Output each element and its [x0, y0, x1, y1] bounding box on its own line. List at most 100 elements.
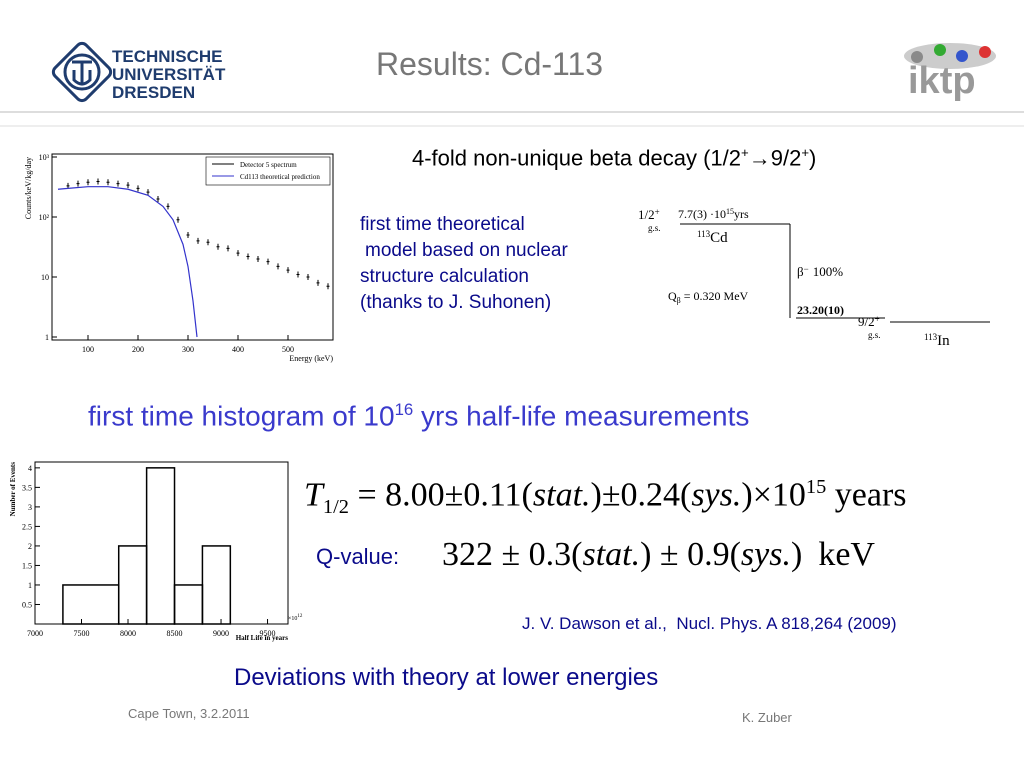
nuclide: 113In [924, 332, 950, 349]
data-point [106, 179, 110, 186]
y-tick-label: 3 [28, 503, 32, 512]
x-tick-label: 7000 [27, 629, 43, 638]
histogram-bar [173, 584, 204, 625]
tu-logo [51, 41, 113, 103]
note-line: structure calculation [360, 266, 529, 287]
half-life: 7.7(3) ·1015yrs [678, 207, 749, 221]
y-tick-label: 10 [41, 273, 49, 282]
log-ft: 23.20(10) [797, 303, 844, 317]
data-point [86, 179, 90, 186]
data-point [246, 253, 250, 260]
y-axis-label: Counts/keV/kg/day [24, 157, 33, 219]
x-tick-label: 9500 [260, 629, 276, 638]
level: g.s. [868, 330, 881, 340]
logo-line: UNIVERSITÄT [112, 65, 226, 84]
x-tick-label: 400 [232, 345, 244, 354]
theory-note: first time theoretical model based on nuc… [360, 212, 568, 316]
legend-entry: Cd113 theoretical prediction [240, 173, 320, 181]
conclusion: Deviations with theory at lower energies [234, 664, 659, 691]
level: g.s. [648, 223, 661, 233]
logo-line: TECHNISCHE [112, 47, 223, 66]
data-point [226, 245, 230, 252]
y-tick-label: 4 [28, 464, 32, 473]
data-point [326, 283, 330, 290]
data-point [126, 182, 130, 189]
multiplier: ×10 [288, 616, 297, 622]
q-value: Qβ = 0.320 MeV [668, 289, 749, 305]
theory-curve [57, 186, 198, 338]
decay-scheme: 1/2+ g.s. 7.7(3) ·1015yrs 113Cd β− 100% Q… [638, 207, 990, 349]
slide-title: Results: Cd-113 [376, 46, 604, 82]
histogram-bar [62, 584, 120, 625]
y-tick-label: 10² [39, 213, 50, 222]
data-point [216, 243, 220, 250]
data-point [296, 271, 300, 278]
footer-right: K. Zuber [742, 710, 792, 725]
institute: iktp [908, 60, 976, 102]
y-axis-label: Number of Events [9, 462, 17, 517]
histogram-bar [201, 545, 232, 625]
data-point [196, 237, 200, 244]
data-point [276, 263, 280, 270]
nuclide: 113Cd [697, 229, 728, 246]
legend-entry: Detector 5 spectrum [240, 161, 297, 169]
data-point [176, 216, 180, 223]
histogram-bar [145, 467, 176, 625]
q-value-formula: 322 ± 0.3(stat.) ± 0.9(sys.) keV [442, 536, 875, 573]
spin: 1/2+ [638, 207, 660, 222]
logo-line: DRESDEN [112, 83, 196, 102]
spin: 9/2+ [858, 314, 880, 329]
data-point [206, 239, 210, 246]
x-tick-label: 500 [282, 345, 294, 354]
x-tick-label: 7500 [74, 629, 90, 638]
data-point [156, 195, 160, 202]
x-tick-label: 100 [82, 345, 94, 354]
half-life-formula: T1/2 = 8.00±0.11(stat.)±0.24(sys.)×1015 … [304, 476, 907, 519]
x-multiplier: ×1012 [288, 614, 303, 622]
y-tick-label: 10³ [39, 153, 50, 162]
data-point [76, 180, 80, 187]
data-point [306, 274, 310, 280]
plot-frame [51, 153, 334, 341]
reference: J. V. Dawson et al., Nucl. Phys. A 818,2… [522, 614, 897, 633]
histogram-heading: first time histogram of 1016 yrs half-li… [88, 400, 750, 432]
y-tick-label: 1 [45, 333, 49, 342]
branch: β− 100% [797, 264, 843, 279]
decay-heading: 4-fold non-unique beta decay (1/2+→9/2+) [412, 145, 817, 171]
data-point [236, 250, 240, 257]
legend-box [205, 156, 331, 186]
y-tick-label: 3.5 [22, 483, 32, 492]
y-tick-label: 2 [28, 542, 32, 551]
plot-frame [34, 461, 289, 625]
x-axis-label: Half Life in years [236, 634, 289, 642]
x-tick-label: 8500 [167, 629, 183, 638]
data-point [116, 180, 120, 187]
data-point [96, 178, 100, 185]
data-point [186, 232, 190, 239]
data-point [266, 258, 270, 265]
iktp-logo [904, 43, 996, 69]
y-tick-label: 1.5 [22, 561, 32, 570]
university-name: TECHNISCHE UNIVERSITÄT DRESDEN [112, 48, 225, 102]
y-tick-label: 2.5 [22, 522, 32, 531]
x-tick-label: 200 [132, 345, 144, 354]
y-tick-label: 0.5 [22, 600, 32, 609]
x-tick-label: 9000 [213, 629, 229, 638]
data-point [316, 279, 320, 286]
note-line: model based on nuclear [365, 240, 568, 261]
y-tick-label: 1 [28, 581, 32, 590]
footer-left: Cape Town, 3.2.2011 [128, 706, 250, 721]
data-point [256, 255, 260, 262]
x-tick-label: 8000 [120, 629, 136, 638]
data-point [146, 189, 150, 196]
note-line: first time theoretical [360, 214, 525, 235]
data-point [166, 203, 170, 210]
note-line: (thanks to J. Suhonen) [360, 292, 552, 313]
x-axis-label: Energy (keV) [289, 354, 333, 363]
multiplier-exponent: 12 [297, 614, 303, 619]
x-tick-label: 300 [182, 345, 194, 354]
q-value-label: Q-value: [316, 544, 400, 569]
data-point [136, 185, 140, 192]
